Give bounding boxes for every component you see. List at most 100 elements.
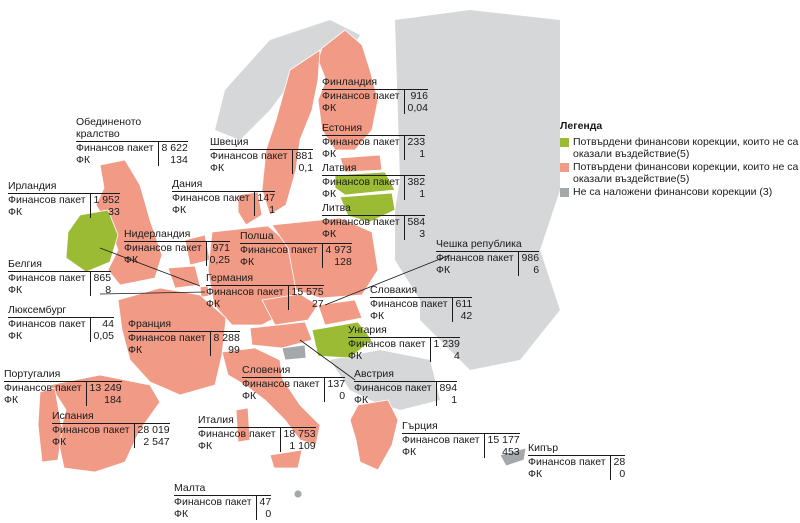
map-denmark [237, 191, 263, 226]
fc-value: 4 [453, 350, 460, 362]
country-name: Швеция [210, 136, 249, 148]
package-key: Финансов пакет [124, 242, 202, 254]
country-name: Обединеното кралство [76, 116, 142, 140]
map-poland [271, 217, 379, 299]
package-key: Финансов пакет [348, 338, 426, 350]
package-value: 15 177 [487, 434, 520, 446]
country-name: Люксембург [8, 304, 67, 316]
label-uk: Обединеното кралство Финансов пакет ФК 8 … [76, 116, 188, 166]
package-key: Финансов пакет [322, 136, 400, 148]
package-value: 986 [521, 252, 540, 264]
fc-value: 0 [265, 508, 272, 520]
fc-key: ФК [348, 350, 363, 362]
map-hungary [311, 321, 373, 359]
fc-key: ФК [322, 148, 337, 160]
fc-key: ФК [128, 344, 143, 356]
fc-value: 0,1 [298, 162, 314, 174]
package-key: Финансов пакет [8, 318, 86, 330]
package-key: Финансов пакет [76, 142, 154, 154]
legend-text: Потвърдени финансови корекции, които не … [573, 161, 799, 185]
map-cyprus [499, 447, 527, 467]
non-eu-land-east [395, 10, 560, 370]
package-key: Финансов пакет [436, 252, 514, 264]
package-key: Финансов пакет [528, 456, 606, 468]
legend-text: Потвърдени финансови корекции, които не … [573, 136, 799, 160]
fc-value: 33 [108, 206, 120, 218]
fc-value: 42 [460, 310, 473, 322]
package-value: 44 [102, 318, 114, 330]
fc-key: ФК [240, 256, 255, 268]
fc-value: 453 [502, 446, 520, 458]
label-finland: Финландия Финансов пакет ФК 916 0,04 [322, 76, 428, 114]
map-uk [95, 159, 163, 286]
fc-value: 134 [170, 154, 188, 166]
fc-key: ФК [8, 330, 23, 342]
label-slovenia: Словения Финансов пакет ФК 137 0 [242, 364, 346, 402]
fc-key: ФК [322, 188, 337, 200]
fc-value: 8 [105, 284, 112, 296]
map-latvia [334, 171, 396, 196]
fc-key: ФК [174, 508, 189, 520]
fc-key: ФК [76, 154, 91, 166]
package-value: 881 [295, 150, 314, 162]
label-germany: Германия Финансов пакет ФК 15 575 27 [206, 272, 324, 310]
package-key: Финансов пакет [8, 272, 86, 284]
country-name: Австрия [354, 368, 394, 380]
fc-key: ФК [528, 468, 543, 480]
label-portugal: Португалия Финансов пакет ФК 13 249 184 [4, 368, 122, 406]
legend-item: Не са наложени финансови корекции (3) [560, 186, 800, 198]
label-cyprus: Кипър Финансов пакет ФК 28 0 [528, 442, 626, 480]
non-eu-land-balkans [330, 350, 440, 410]
country-name: Ирландия [8, 180, 57, 192]
country-name: Португалия [4, 368, 61, 380]
package-value: 894 [439, 382, 458, 394]
package-key: Финансов пакет [128, 332, 206, 344]
fc-key: ФК [52, 436, 67, 448]
label-slovakia: Словакия Финансов пакет ФК 611 42 [370, 284, 473, 322]
map-sardinia [235, 407, 251, 443]
map-sweden [261, 49, 321, 216]
label-ireland: Ирландия Финансов пакет ФК 1 952 33 [8, 180, 120, 218]
package-value: 28 019 [137, 424, 170, 436]
legend-swatch-salmon [560, 163, 569, 172]
package-value: 8 288 [213, 332, 240, 344]
legend-swatch-grey [560, 188, 569, 197]
country-name: Италия [198, 414, 234, 426]
package-value: 4 973 [325, 244, 352, 256]
country-name: Германия [206, 272, 254, 284]
fc-value: 99 [228, 344, 240, 356]
package-value: 233 [407, 136, 426, 148]
map-sicily [269, 449, 303, 469]
country-name: Финландия [322, 76, 378, 88]
map-czech [261, 293, 319, 326]
package-key: Финансов пакет [242, 378, 320, 390]
country-name: Кипър [528, 442, 559, 454]
package-value: 13 249 [89, 382, 122, 394]
country-name: Полша [240, 230, 274, 242]
country-name: Естония [322, 122, 363, 134]
country-name: Латвия [322, 162, 357, 174]
fc-value: 27 [311, 298, 324, 310]
fc-key: ФК [242, 390, 257, 402]
package-key: Финансов пакет [4, 382, 82, 394]
country-name: Гърция [402, 420, 438, 432]
label-hungary: Унгария Финансов пакет ФК 1 239 4 [348, 324, 460, 362]
fc-value: 1 [451, 394, 458, 406]
country-name: Словения [242, 364, 291, 376]
fc-key: ФК [172, 204, 187, 216]
map-luxembourg [199, 285, 210, 298]
label-estonia: Естония Финансов пакет ФК 233 1 [322, 122, 426, 160]
package-value: 137 [327, 378, 346, 390]
package-value: 47 [259, 496, 272, 508]
country-name: Белгия [8, 258, 42, 270]
package-value: 1 239 [433, 338, 460, 350]
map-portugal [37, 387, 63, 463]
label-france: Франция Финансов пакет ФК 8 288 99 [128, 318, 240, 356]
fc-value: 0 [619, 468, 626, 480]
package-key: Финансов пакет [322, 176, 400, 188]
fc-value: 6 [533, 264, 540, 276]
label-greece: Гърция Финансов пакет ФК 15 177 453 [402, 420, 520, 458]
package-key: Финансов пакет [198, 428, 276, 440]
fc-key: ФК [210, 162, 225, 174]
